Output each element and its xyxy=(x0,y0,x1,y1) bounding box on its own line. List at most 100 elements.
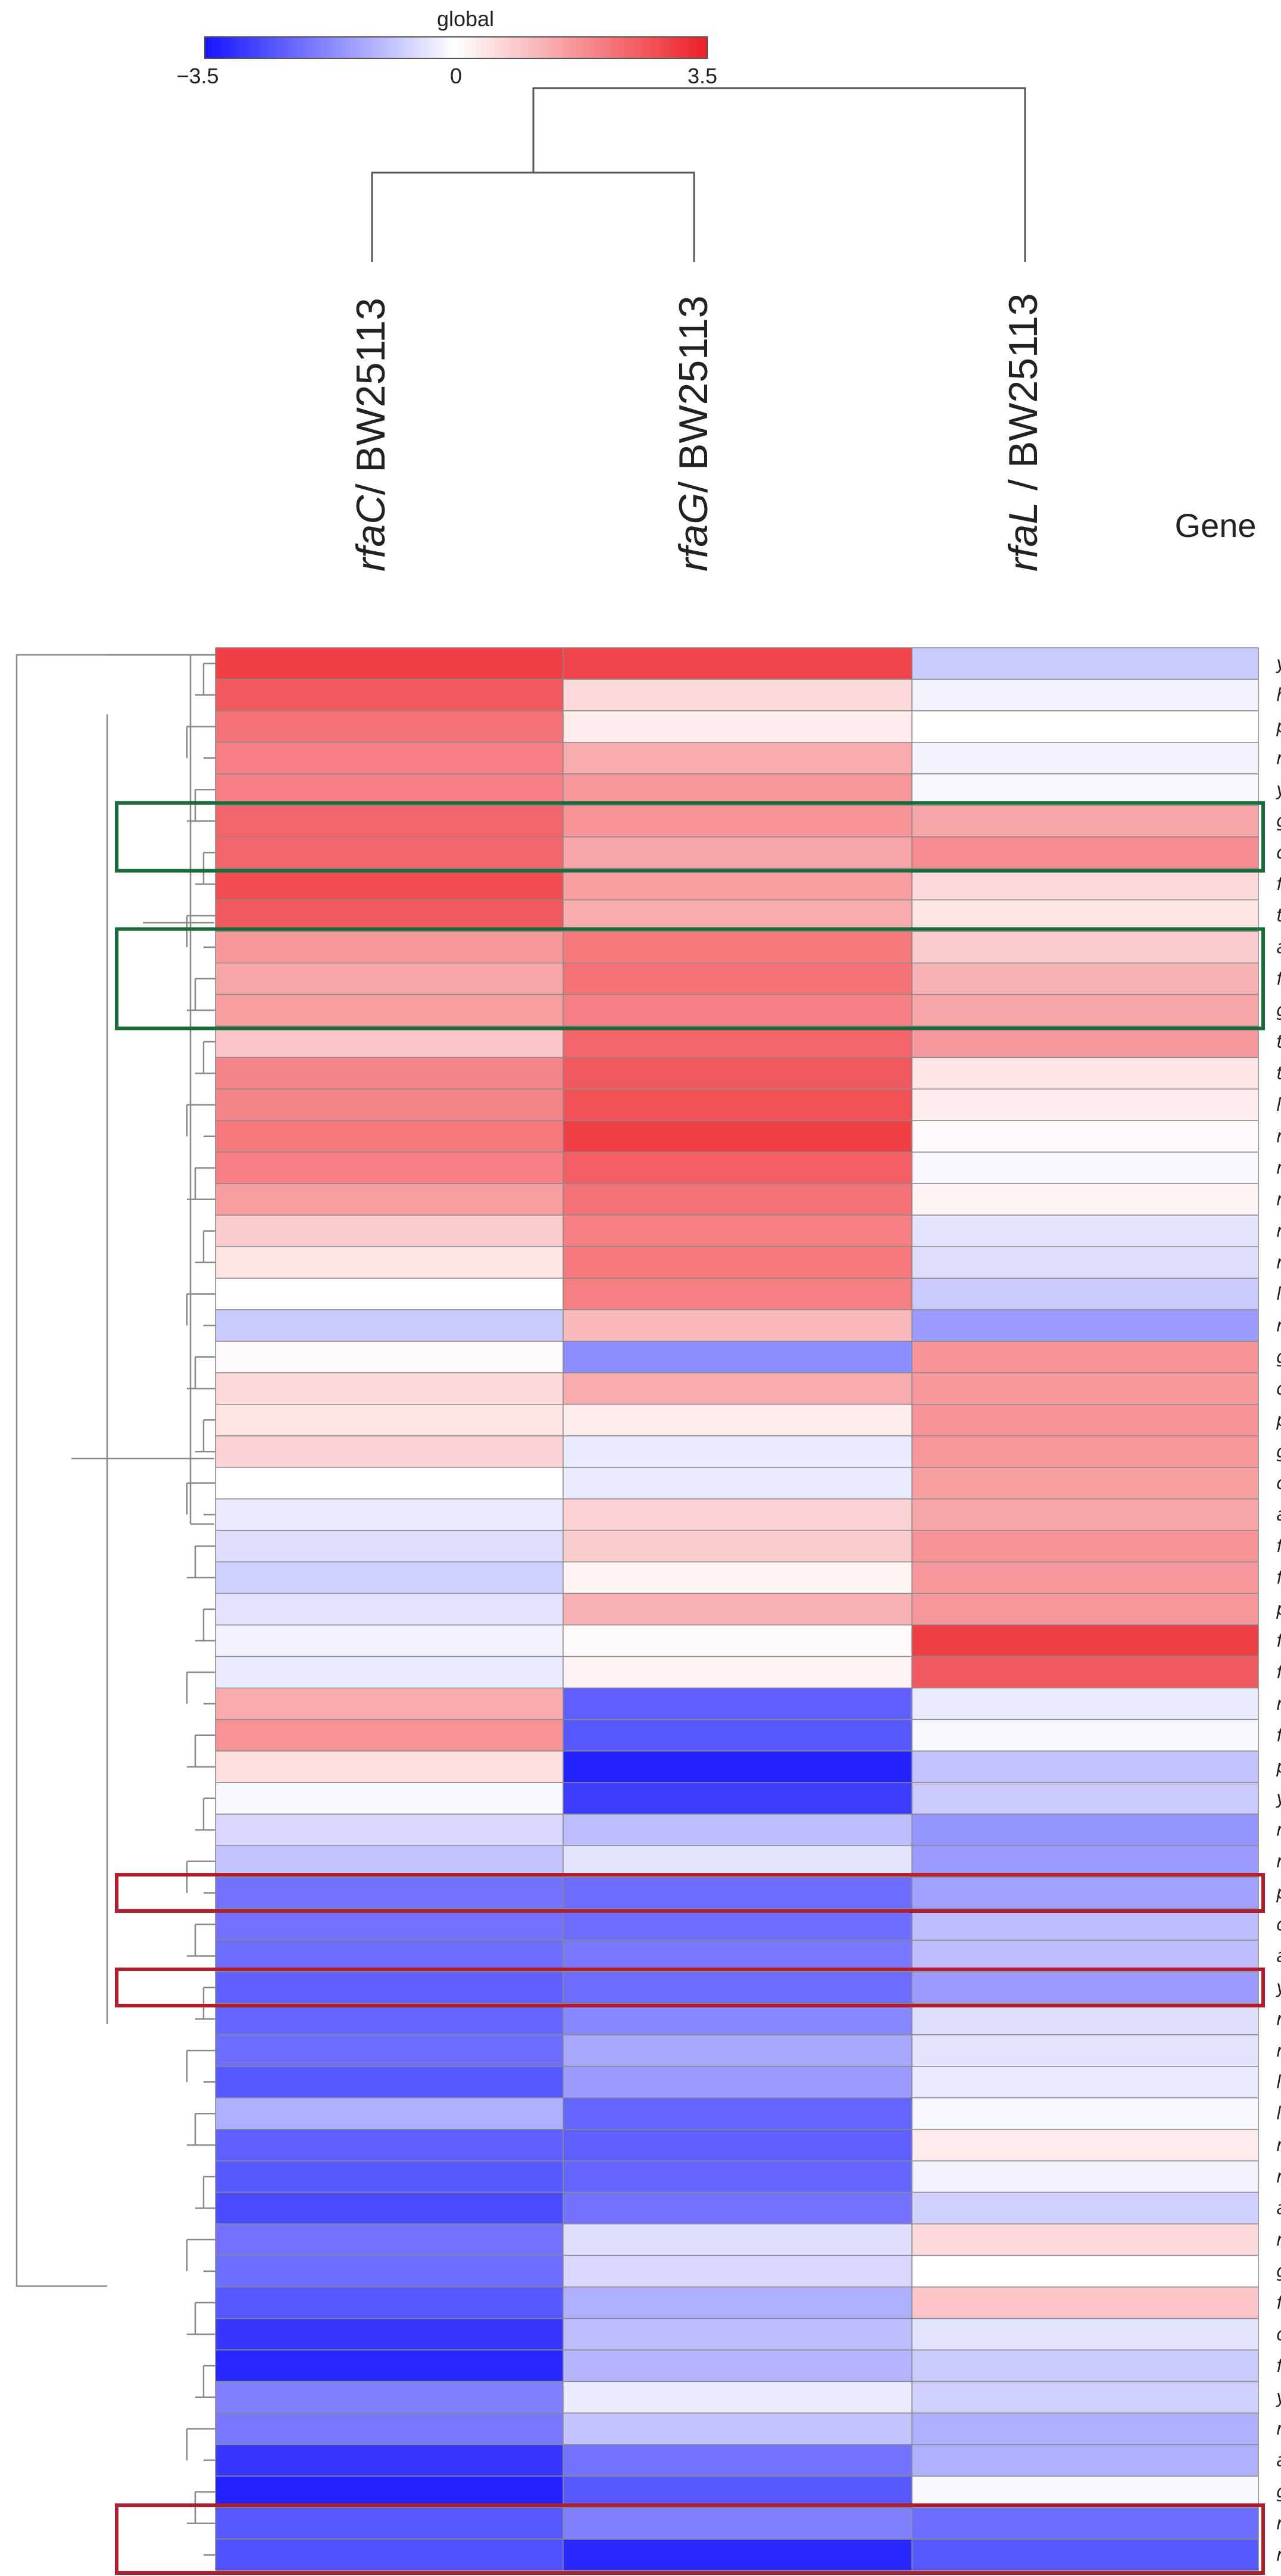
heatmap-cell-potD-col3 xyxy=(912,1751,1258,1783)
heatmap-cell-agp-col2 xyxy=(563,1940,912,1972)
heatmap-cell-fliD-col3 xyxy=(912,1625,1258,1657)
heatmap-cell-fepA-col3 xyxy=(912,868,1258,900)
heatmap-cell-rpsF-col2 xyxy=(563,1247,912,1279)
heatmap-cell-yajG-col3 xyxy=(912,1782,1258,1815)
heatmap-cell-crp-col2 xyxy=(563,1467,912,1499)
heatmap-cell-rpmB-col2 xyxy=(563,2539,912,2571)
gene-label-pflB: pflB xyxy=(1276,716,1281,737)
heatmap-cell-pspA-col3 xyxy=(912,1877,1258,1909)
gene-label-fliC: fliC xyxy=(1276,1662,1281,1683)
legend-title: global xyxy=(437,7,494,31)
highlight-box-rpsT-rpmB xyxy=(115,2503,1265,2575)
heatmap-cell-pfkA-col2 xyxy=(563,1404,912,1436)
legend-max-label: 3.5 xyxy=(688,64,717,88)
heatmap-cell-galF-col1 xyxy=(215,805,563,837)
gene-label-lptD: lptD xyxy=(1276,2072,1281,2093)
heatmap-cell-tufA-col3 xyxy=(912,900,1258,932)
heatmap-cell-rplB-col1 xyxy=(215,2034,563,2066)
heatmap-cell-feoB-col2 xyxy=(563,1530,912,1562)
heatmap-cell-feoB-col3 xyxy=(912,1530,1258,1562)
heatmap-cell-clpX-col2 xyxy=(563,836,912,869)
gene-label-lpp: lpp xyxy=(1276,1284,1281,1304)
heatmap-cell-gatY-col2 xyxy=(563,1341,912,1373)
gene-label-fimH: fimH xyxy=(1276,1725,1281,1746)
gene-label-rplM: rplM xyxy=(1276,1851,1281,1872)
heatmap-cell-rplP-col3 xyxy=(912,1814,1258,1846)
heatmap-cell-galF-col2 xyxy=(563,805,912,837)
heatmap-cell-htpG-col3 xyxy=(912,679,1258,711)
heatmap-cell-ydeD-col3 xyxy=(912,773,1258,805)
heatmap-cell-fliC-col2 xyxy=(563,1656,912,1688)
heatmap-cell-fimH-col1 xyxy=(215,1719,563,1751)
column-label-rfaG: rfaG/ BW25113 xyxy=(671,295,716,572)
heatmap-cell-pflB-col3 xyxy=(912,710,1258,742)
gene-label-fecA: fecA xyxy=(1276,2293,1281,2313)
heatmap-cell-mlaC-col3 xyxy=(912,1688,1258,1720)
heatmap-cell-rpmC-col1 xyxy=(215,2413,563,2445)
heatmap-cell-mlaC-col1 xyxy=(215,1688,563,1720)
gene-label-glnA: glnA xyxy=(1276,2261,1281,2282)
heatmap-cell-rpsT-col3 xyxy=(912,2508,1258,2540)
heatmap-cell-potD-col1 xyxy=(215,1751,563,1783)
heatmap-cell-ydgI-col3 xyxy=(912,648,1258,679)
heatmap-cell-rpoC-col3 xyxy=(912,2224,1258,2256)
heatmap-cell-rplB-col2 xyxy=(563,2034,912,2066)
gene-label-cpoB: cpoB xyxy=(1276,1915,1281,1935)
column-label-rfaC: rfaC/ BW25113 xyxy=(348,298,393,572)
gene-label-ydgI: ydgI xyxy=(1276,653,1281,674)
gene-label-rplB: rplB xyxy=(1276,2040,1281,2061)
gene-label-fglL: fglL xyxy=(1276,1568,1281,1588)
heatmap-cell-rplB-col3 xyxy=(912,2034,1258,2066)
row-dendrogram xyxy=(15,654,262,2287)
gene-label-mlaC: mlaC xyxy=(1276,1694,1281,1715)
gene-label-cra: cra xyxy=(1276,1378,1281,1399)
heatmap-cell-adhE-col3 xyxy=(912,2444,1258,2477)
heatmap-cell-accA-col1 xyxy=(215,931,563,963)
heatmap-cell-cpoB-col3 xyxy=(912,1909,1258,1940)
gene-label-rplK: rplK xyxy=(1276,1189,1281,1210)
highlight-box-accA-grpE xyxy=(115,927,1265,1031)
heatmap-cell-ydiY-col3 xyxy=(912,1971,1258,2003)
heatmap-cell-rplV-col1 xyxy=(215,1309,563,1341)
heatmap-cell-lpdA-col2 xyxy=(563,2097,912,2130)
heatmap-cell-rpsH-col1 xyxy=(215,1152,563,1184)
heatmap-cell-glnA-col3 xyxy=(912,2255,1258,2287)
gene-label-fabB: fabB xyxy=(1276,969,1281,989)
heatmap-cell-glnA-col2 xyxy=(563,2255,912,2287)
heatmap-cell-gapA-col3 xyxy=(912,1435,1258,1467)
gene-label-rplP: rplP xyxy=(1276,1820,1281,1841)
heatmap-cell-yfaZ-col2 xyxy=(563,2381,912,2413)
gene-label-gapA: gapA xyxy=(1276,1441,1281,1462)
gene-label-tig: tig xyxy=(1276,1063,1281,1084)
gene-label-potD: potD xyxy=(1276,1757,1281,1778)
heatmap-cell-aceF-col1 xyxy=(215,2192,563,2224)
heatmap-cell-accA-col2 xyxy=(563,931,912,963)
heatmap-cell-rplP-col1 xyxy=(215,1814,563,1846)
heatmap-cell-fliC-col3 xyxy=(912,1656,1258,1688)
heatmap-cell-tig-col1 xyxy=(215,1057,563,1089)
heatmap-cell-fliD-col2 xyxy=(563,1625,912,1657)
heatmap-cell-tnaA-col1 xyxy=(215,1026,563,1058)
gene-label-rpmA: rpmA xyxy=(1276,1126,1281,1147)
heatmap-cell-ydeD-col2 xyxy=(563,773,912,805)
heatmap-cell-rplM-col2 xyxy=(563,1846,912,1878)
heatmap-cell-rplM-col1 xyxy=(215,1846,563,1878)
heatmap-cell-rplC-col1 xyxy=(215,742,563,774)
heatmap-cell-tnaA-col3 xyxy=(912,1026,1258,1058)
heatmap-cell-rpsT-col2 xyxy=(563,2508,912,2540)
heatmap-cell-pykA-col3 xyxy=(912,1593,1258,1625)
color-legend: global −3.5 0 3.5 xyxy=(176,7,717,88)
gene-label-lepA: lepA xyxy=(1276,1095,1281,1116)
heatmap-cell-pflB-col2 xyxy=(563,710,912,742)
gene-label-yajG: yajG xyxy=(1276,1788,1281,1809)
heatmap-cell-fimH-col3 xyxy=(912,1719,1258,1751)
heatmap-cell-grpE-col3 xyxy=(912,994,1258,1026)
heatmap-cell-aceF-col3 xyxy=(912,2192,1258,2224)
gene-label-fepA: fepA xyxy=(1276,874,1281,895)
heatmap-cell-ydeD-col1 xyxy=(215,773,563,805)
heatmap-cell-tig-col3 xyxy=(912,1057,1258,1089)
heatmap-cell-rpoC-col1 xyxy=(215,2224,563,2256)
legend-min-label: −3.5 xyxy=(176,64,218,88)
heatmap-cell-lpp-col1 xyxy=(215,1278,563,1310)
heatmap-cells xyxy=(215,648,1258,2571)
